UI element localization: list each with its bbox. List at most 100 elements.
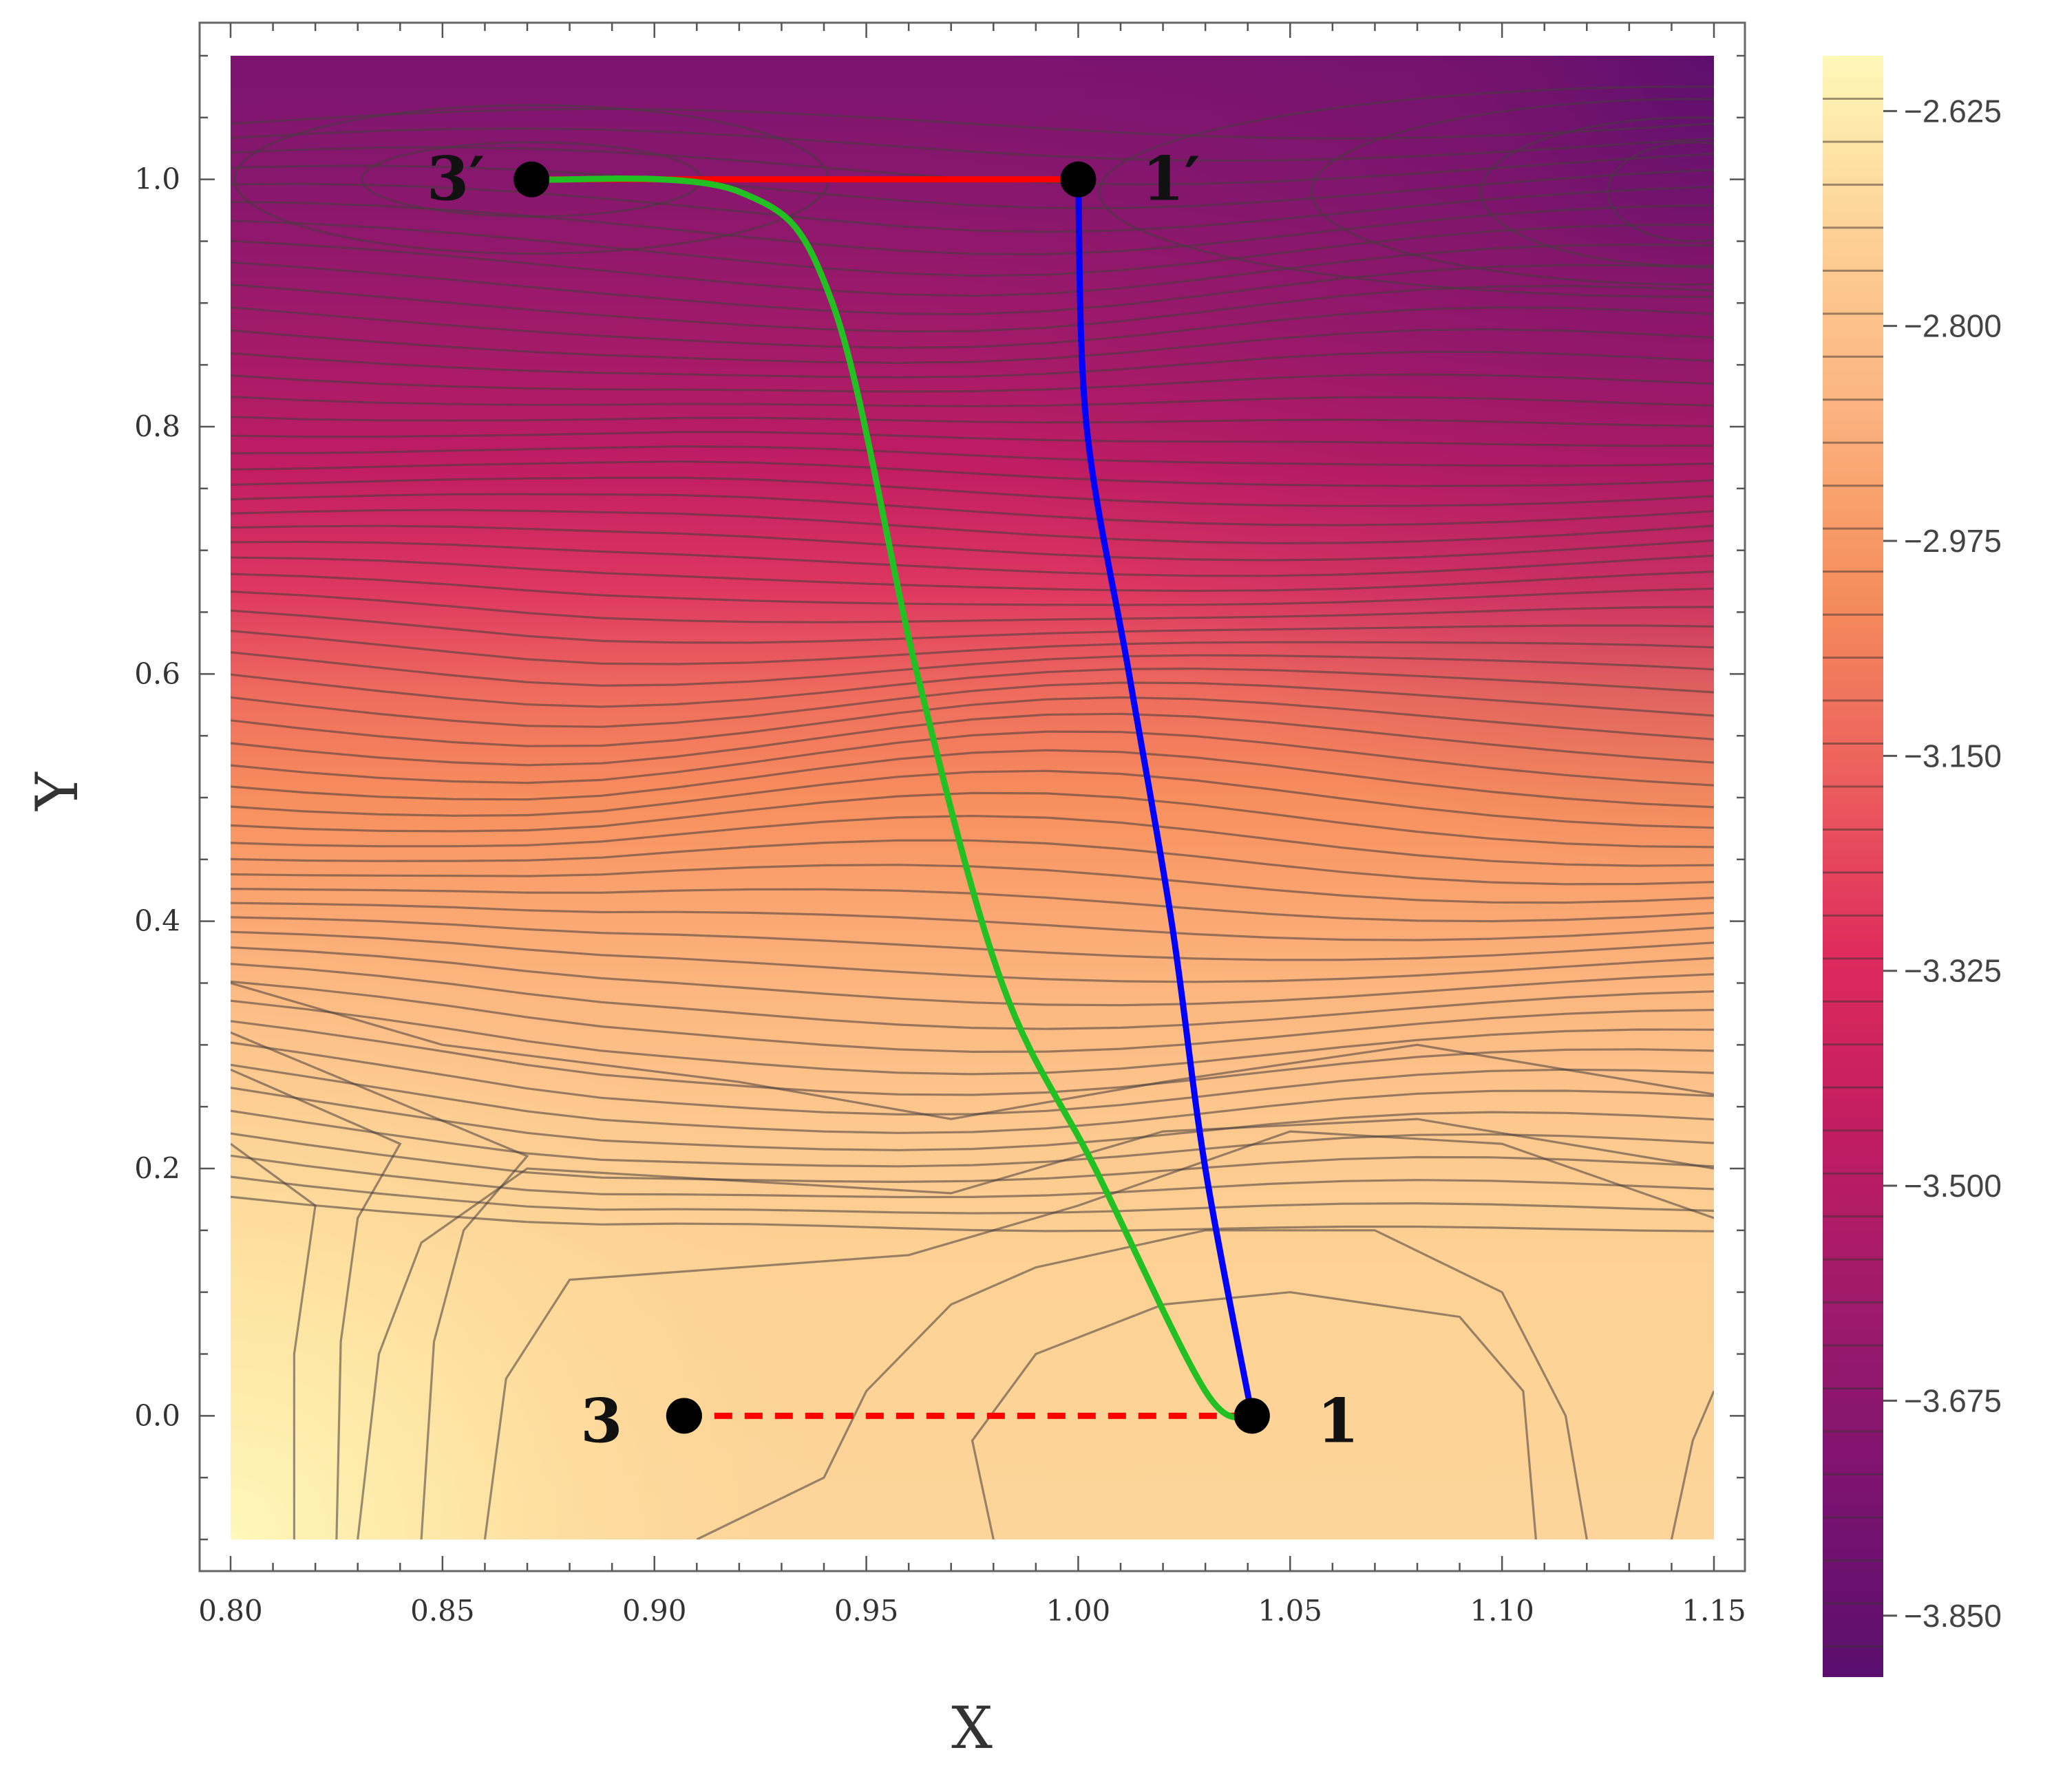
contour-line (1607, 141, 1714, 243)
x-tick-label: 1.00 (1046, 1594, 1111, 1628)
contour-line (231, 460, 1714, 487)
x-axis: 0.80 0.85 0.90 0.95 1.00 1.05 1.10 1.15 (198, 23, 1746, 1628)
x-tick-label: 0.90 (622, 1594, 687, 1628)
x-tick-label: 0.80 (198, 1594, 263, 1628)
contour-line (231, 839, 1714, 886)
contour-line (231, 696, 1714, 747)
contour-line (231, 182, 1714, 233)
y-tick-label: 0.4 (134, 904, 180, 938)
contour-line (231, 306, 1714, 349)
x-axis-title: X (951, 1694, 993, 1762)
transition-paths (531, 175, 1256, 1421)
contour-line (696, 1229, 1588, 1539)
contour-line (231, 220, 1714, 277)
x-tick-label: 0.85 (410, 1594, 475, 1628)
contour-line (231, 164, 1714, 210)
point-marker (1233, 1398, 1270, 1434)
point-label: 1 (1317, 1385, 1359, 1456)
contour-line (231, 239, 1714, 297)
contour-line (1310, 98, 1714, 286)
contour-line (231, 946, 1714, 1007)
contour-line (231, 573, 1714, 606)
contour-line (231, 107, 1714, 140)
contour-line (231, 556, 1714, 593)
contour-line (231, 524, 1714, 562)
contour-line (231, 1087, 1714, 1151)
contour-line (231, 814, 1714, 867)
contour-line (231, 916, 1714, 961)
stationary-points: 3′ 1′ 3 1 (427, 143, 1359, 1457)
contour-line (231, 630, 1714, 665)
x-tick-label: 1.10 (1470, 1594, 1534, 1628)
contour-line (231, 493, 1714, 526)
point-label: 3 (580, 1385, 622, 1456)
contour-line (231, 476, 1714, 507)
contour-line (231, 681, 1714, 728)
colorbar-tick-label: −3.150 (1904, 738, 2002, 774)
contour-line (231, 999, 1714, 1076)
contour-line (1670, 1390, 1714, 1539)
contour-line (231, 791, 1714, 849)
contour-line (231, 540, 1714, 577)
contour-line (231, 1063, 1714, 1134)
point-marker (513, 161, 550, 198)
colorbar-tick-label: −2.625 (1904, 93, 2002, 129)
point-label: 3′ (427, 143, 485, 215)
contour-line (1098, 85, 1714, 298)
contour-line (357, 1118, 1714, 1539)
colorbar-tick-label: −3.850 (1904, 1598, 2002, 1634)
point-marker (1060, 161, 1097, 198)
contour-line (231, 284, 1714, 333)
contour-line (231, 431, 1714, 447)
contour-line (231, 1142, 317, 1539)
contour-line (231, 590, 1714, 623)
y-tick-label: 0.6 (134, 657, 180, 690)
colorbar-tick-label: −3.325 (1904, 953, 2002, 989)
contour-line (231, 1031, 529, 1539)
y-tick-label: 0.2 (134, 1151, 180, 1185)
contour-line (231, 769, 1714, 829)
path-3 (531, 175, 1253, 1421)
colorbar-tick-label: −2.975 (1904, 523, 2002, 559)
contour-line (231, 509, 1714, 544)
contour-line (231, 1195, 1714, 1233)
point-marker (666, 1398, 702, 1434)
y-tick-label: 0.8 (134, 409, 180, 443)
contour-line (1479, 116, 1714, 268)
colorbar-ticks: −2.625 −2.800 −2.975 −3.150 −3.325 −3.500 −3.6… (1883, 93, 2002, 1634)
point-label: 1′ (1142, 143, 1200, 215)
contour-line (231, 1109, 1714, 1168)
contour-line (231, 200, 1714, 255)
contour-line (231, 1068, 402, 1539)
contour-line (231, 261, 1714, 316)
x-tick-label: 1.15 (1682, 1594, 1746, 1628)
colorbar-tick-label: −2.800 (1904, 308, 2002, 344)
y-axis: 0.0 0.2 0.4 0.6 0.8 1.0 (134, 54, 1745, 1541)
contour-line (231, 1154, 1714, 1199)
colorbar-tick-label: −3.675 (1904, 1383, 2002, 1418)
y-axis-title: Y (23, 771, 91, 811)
contour-line (231, 730, 1714, 787)
x-tick-label: 1.05 (1258, 1594, 1323, 1628)
contour-line (231, 981, 1714, 1120)
contour-line (231, 1132, 1714, 1184)
contour-line (231, 930, 1714, 983)
contour-line (231, 328, 1714, 365)
contour-line (231, 712, 1714, 767)
contour-line (231, 667, 1714, 708)
contour-line (483, 1130, 1714, 1539)
contour-line (231, 980, 1714, 1054)
plot-area (198, 21, 1746, 1572)
contour-line (231, 350, 1714, 379)
contour-line (231, 651, 1714, 687)
field-light-corner (231, 56, 1714, 1539)
colorbar-tick-label: −3.500 (1904, 1168, 2002, 1204)
colorbar: −2.625 −2.800 −2.975 −3.150 −3.325 −3.500 −3.6… (1823, 56, 2002, 1677)
colorbar-gradient (1823, 56, 1883, 1677)
contour-line (231, 1041, 1714, 1116)
contour-line (231, 445, 1714, 467)
contour-line (231, 902, 1714, 941)
contour-line (231, 373, 1714, 393)
contour-lines (231, 85, 1714, 1539)
